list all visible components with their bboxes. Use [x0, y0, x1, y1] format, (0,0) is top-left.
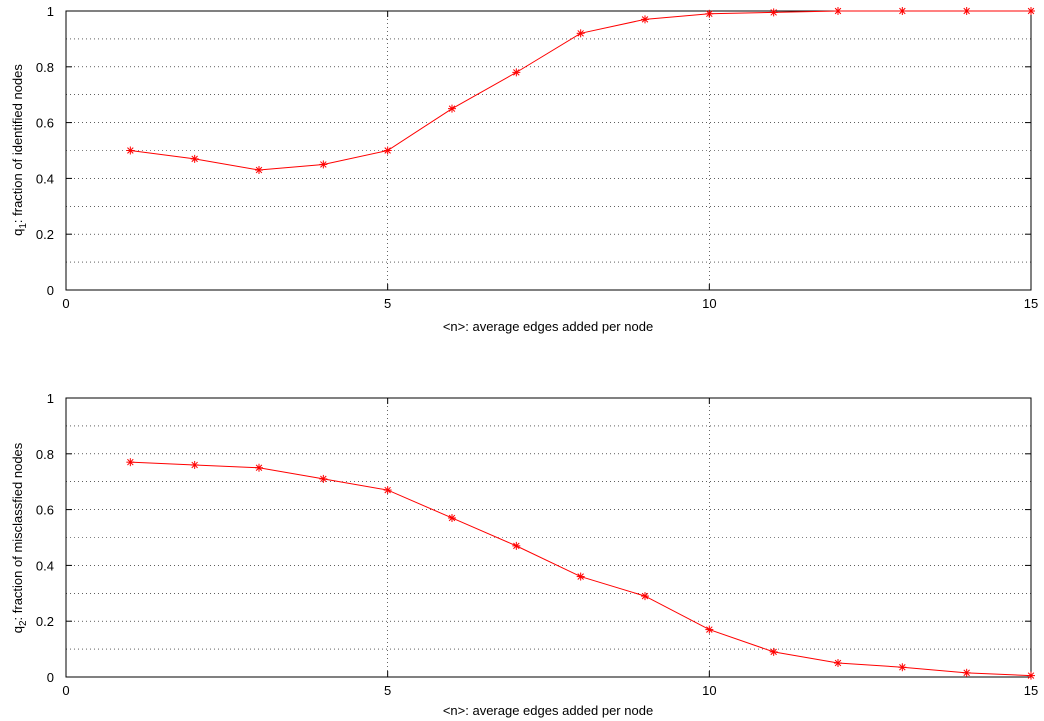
bottom-plot-axes-frame	[65, 397, 1032, 678]
top-plot-y-axis-label: q1: fraction of identified nodes	[10, 64, 29, 236]
top-plot-marker-stroke	[191, 155, 198, 163]
top-plot-marker-stroke	[255, 166, 263, 174]
bottom-plot-data-point	[834, 659, 842, 668]
top-plot-y-tick-label: 0.8	[36, 60, 54, 75]
top-plot-data-point	[190, 154, 199, 163]
top-plot-data-point	[769, 8, 778, 17]
top-plot-y-tick-label: 1	[47, 4, 54, 19]
top-plot-data-point	[962, 7, 971, 15]
top-plot-x-tick-label: 10	[702, 296, 716, 311]
top-plot-data-point	[512, 68, 521, 77]
top-plot-marker-stroke	[641, 16, 649, 23]
bottom-plot-y-tick-label: 0.4	[36, 558, 54, 573]
bottom-plot-y-tick-label: 0.6	[36, 503, 54, 518]
top-plot-marker-stroke	[770, 9, 777, 16]
top-plot-marker-stroke	[384, 147, 391, 154]
bottom-plot-marker-stroke	[513, 542, 520, 550]
bottom-plot-marker-stroke	[706, 626, 713, 633]
bottom-plot-marker-stroke	[1027, 672, 1035, 679]
bottom-plot-grid	[66, 398, 1031, 677]
top-plot-y-tick-label: 0.4	[36, 171, 54, 186]
bottom-plot-y-axis-label-subscript: 2	[18, 620, 29, 626]
bottom-plot-data-point	[190, 460, 199, 469]
top-plot-y-axis-label-main: q	[10, 229, 25, 236]
bottom-plot: <n>: average edges added per node q2: fr…	[10, 391, 1038, 718]
bottom-plot-marker-stroke	[191, 461, 198, 469]
top-plot-marker-stroke	[127, 147, 134, 154]
top-plot-x-tick-label: 15	[1024, 296, 1038, 311]
top-plot-y-tick-label: 0.6	[36, 116, 54, 131]
top-plot-marker-stroke	[1027, 7, 1035, 15]
bottom-plot-y-axis-label-rest: : fraction of misclassfied nodes	[10, 442, 25, 620]
bottom-plot-data-point	[448, 513, 456, 522]
top-plot-marker-stroke	[448, 105, 456, 112]
top-plot-data-point	[705, 9, 714, 18]
top-plot-y-axis-label-rest: : fraction of identified nodes	[10, 64, 25, 223]
bottom-plot-x-axis-label: <n>: average edges added per node	[443, 703, 653, 718]
bottom-plot-data-point	[126, 458, 135, 467]
top-plot-data-point	[1027, 7, 1035, 15]
top-plot-data-point	[255, 166, 263, 175]
bottom-plot-data-point	[319, 474, 328, 483]
bottom-plot-data-point	[383, 486, 392, 495]
bottom-plot-y-tick-label: 1	[47, 391, 54, 406]
bottom-plot-marker-stroke	[577, 573, 584, 580]
top-plot-data-point	[576, 29, 585, 38]
top-plot-data-point	[319, 160, 328, 169]
bottom-plot-x-tick-label: 0	[62, 683, 69, 698]
bottom-plot-y-tick-label: 0	[47, 670, 54, 685]
bottom-plot-data-point	[641, 592, 649, 601]
top-plot-y-tick-label: 0.2	[36, 227, 54, 242]
top-plot-data-point	[898, 7, 907, 15]
bottom-plot-data-point	[705, 625, 714, 634]
bottom-plot-data-point	[576, 572, 585, 581]
top-plot-x-axis-label: <n>: average edges added per node	[443, 319, 653, 334]
top-plot-marker-stroke	[577, 30, 584, 37]
bottom-plot-marker-stroke	[963, 669, 970, 677]
bottom-plot-x-tick-label: 5	[384, 683, 391, 698]
bottom-plot-y-tick-label: 0.2	[36, 614, 54, 629]
top-plot-marker-stroke	[320, 161, 327, 168]
bottom-plot-y-axis-label-main: q	[10, 626, 25, 633]
bottom-plot-x-tick-label: 10	[702, 683, 716, 698]
bottom-plot-data-point	[962, 668, 971, 677]
bottom-plot-marker-stroke	[770, 648, 777, 656]
top-plot-axes-frame	[65, 10, 1032, 291]
top-plot-y-tick-label: 0	[47, 283, 54, 298]
bottom-plot-marker-stroke	[255, 464, 263, 472]
bottom-plot-marker-stroke	[320, 475, 327, 483]
bottom-plot-series-line	[130, 461, 1032, 677]
top-plot-data-point	[126, 146, 135, 155]
bottom-plot-marker-stroke	[641, 592, 649, 600]
bottom-plot-marker-stroke	[127, 458, 134, 466]
bottom-plot-data-point	[255, 463, 263, 472]
top-plot-data-point	[834, 7, 842, 15]
top-plot-data-point	[641, 15, 649, 24]
bottom-plot-x-tick-label: 15	[1024, 683, 1038, 698]
bottom-plot-marker-stroke	[384, 486, 391, 494]
bottom-plot-y-tick-label: 0.8	[36, 447, 54, 462]
top-plot: <n>: average edges added per node q1: fr…	[10, 4, 1038, 334]
top-plot-y-axis-label-subscript: 1	[18, 223, 29, 229]
top-plot-data-point	[383, 146, 392, 155]
top-plot-x-tick-label: 5	[384, 296, 391, 311]
bottom-plot-y-axis-label: q2: fraction of misclassfied nodes	[10, 442, 29, 633]
bottom-plot-marker-stroke	[834, 659, 842, 667]
top-plot-marker-stroke	[963, 7, 970, 15]
bottom-plot-data-point	[898, 663, 907, 672]
top-plot-grid	[66, 11, 1031, 290]
top-plot-marker-stroke	[706, 10, 713, 18]
top-plot-marker-stroke	[834, 7, 842, 15]
bottom-plot-marker-stroke	[899, 663, 906, 671]
bottom-plot-data-point	[1027, 671, 1035, 680]
bottom-plot-data-point	[769, 647, 778, 656]
bottom-plot-marker-stroke	[448, 514, 456, 522]
top-plot-marker-stroke	[899, 7, 906, 15]
top-plot-marker-stroke	[513, 69, 520, 76]
top-plot-data-point	[448, 104, 456, 113]
bottom-plot-data-point	[512, 541, 521, 550]
top-plot-x-tick-label: 0	[62, 296, 69, 311]
